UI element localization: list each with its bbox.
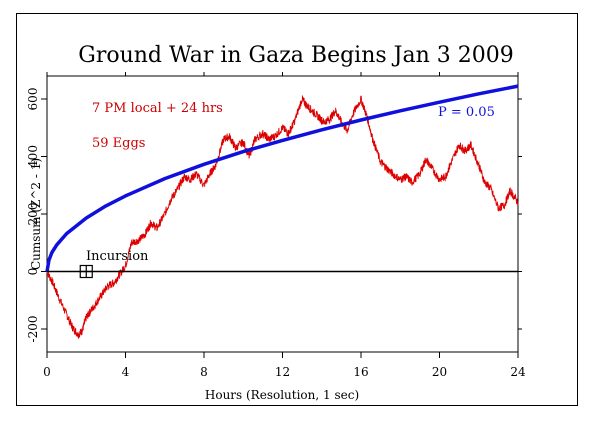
x-tick-label: 8 [200,365,208,379]
x-tick-label: 0 [43,365,51,379]
info-line-1: 7 PM local + 24 hrs [92,101,223,116]
series-layer [45,84,519,339]
axis-ticks [41,72,522,358]
p-value-label: P = 0.05 [438,105,495,120]
x-tick-label: 20 [432,365,447,379]
y-tick-labels: -200 0 200 400 600 [26,88,40,343]
p05-envelope-line [45,84,519,272]
y-axis-label: Cumsum (Z^2 - 1) [29,158,43,270]
incursion-label: Incursion [86,249,149,264]
y-tick-label: 400 [26,145,40,168]
info-line-2: 59 Eggs [92,136,145,151]
x-tick-label: 12 [275,365,290,379]
x-tick-labels: 0 4 8 12 16 20 24 [43,365,526,379]
y-tick-label: 0 [26,268,40,276]
incursion-marker [79,264,93,279]
y-tick-label: 200 [26,203,40,226]
x-tick-label: 4 [122,365,130,379]
x-axis-label: Hours (Resolution, 1 sec) [205,388,359,402]
cumsum-line [46,95,519,339]
chart-title: Ground War in Gaza Begins Jan 3 2009 [78,43,514,68]
y-tick-label: 600 [26,88,40,111]
x-tick-label: 16 [353,365,368,379]
x-tick-label: 24 [510,365,526,379]
y-tick-label: -200 [26,316,40,343]
chart-frame [16,13,578,406]
